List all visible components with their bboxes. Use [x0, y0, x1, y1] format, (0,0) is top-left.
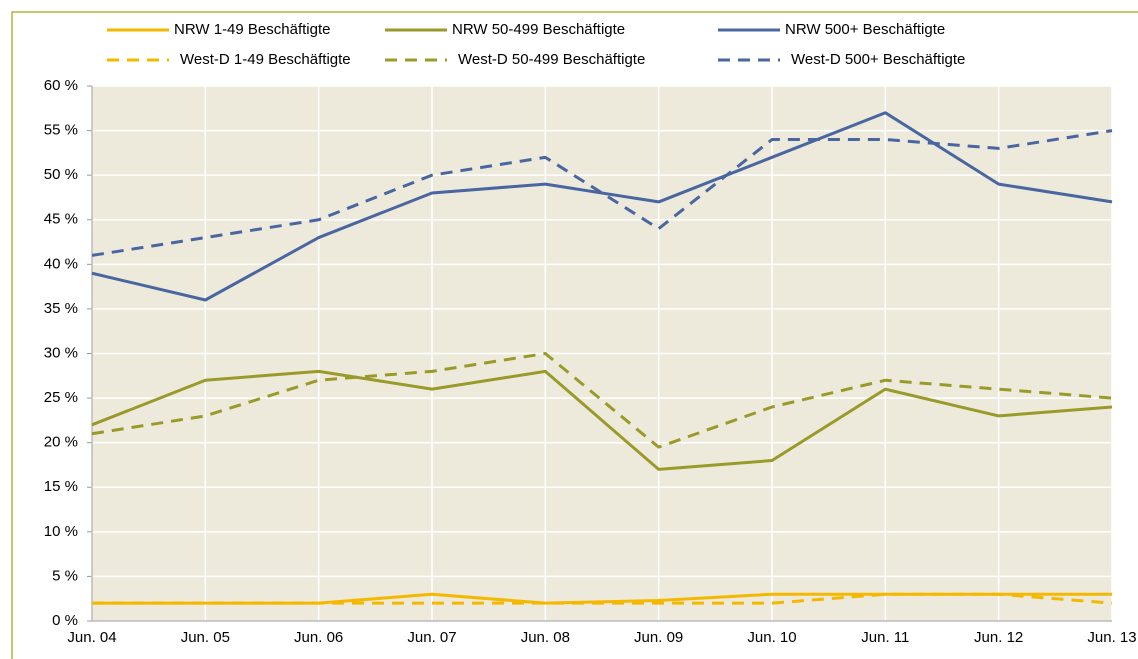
x-tick-label: Jun. 13	[1087, 629, 1136, 646]
x-tick-label: Jun. 05	[181, 629, 230, 646]
legend-label: NRW 1-49 Beschäftigte	[174, 21, 330, 38]
y-tick-label: 0 %	[52, 612, 78, 629]
legend-label: West-D 50-499 Beschäftigte	[458, 51, 645, 68]
x-tick-label: Jun. 12	[974, 629, 1023, 646]
legend-label: West-D 1-49 Beschäftigte	[180, 51, 351, 68]
legend-label: West-D 500+ Beschäftigte	[791, 51, 965, 68]
x-tick-label: Jun. 09	[634, 629, 683, 646]
x-tick-label: Jun. 04	[67, 629, 116, 646]
legend-label: NRW 50-499 Beschäftigte	[452, 21, 625, 38]
y-tick-label: 50 %	[44, 166, 78, 183]
y-tick-label: 25 %	[44, 389, 78, 406]
series-line	[91, 369, 1113, 471]
legend-label: NRW 500+ Beschäftigte	[785, 21, 945, 38]
x-tick-label: Jun. 10	[747, 629, 796, 646]
y-tick-label: 40 %	[44, 255, 78, 272]
y-tick-label: 45 %	[44, 211, 78, 228]
x-tick-label: Jun. 11	[861, 629, 909, 646]
x-tick-label: Jun. 06	[294, 629, 343, 646]
series-line	[92, 592, 1113, 605]
x-tick-label: Jun. 08	[521, 629, 570, 646]
y-tick-label: 55 %	[44, 122, 78, 139]
series-line	[91, 111, 1113, 302]
y-tick-label: 15 %	[44, 478, 78, 495]
x-tick-label: Jun. 07	[407, 629, 456, 646]
y-tick-label: 10 %	[44, 523, 78, 540]
y-tick-label: 60 %	[44, 77, 78, 94]
y-tick-label: 20 %	[44, 434, 78, 451]
y-tick-label: 5 %	[52, 567, 78, 584]
series-line	[91, 352, 1113, 449]
y-tick-label: 35 %	[44, 300, 78, 317]
y-tick-label: 30 %	[44, 344, 78, 361]
chart-frame	[11, 11, 1138, 659]
